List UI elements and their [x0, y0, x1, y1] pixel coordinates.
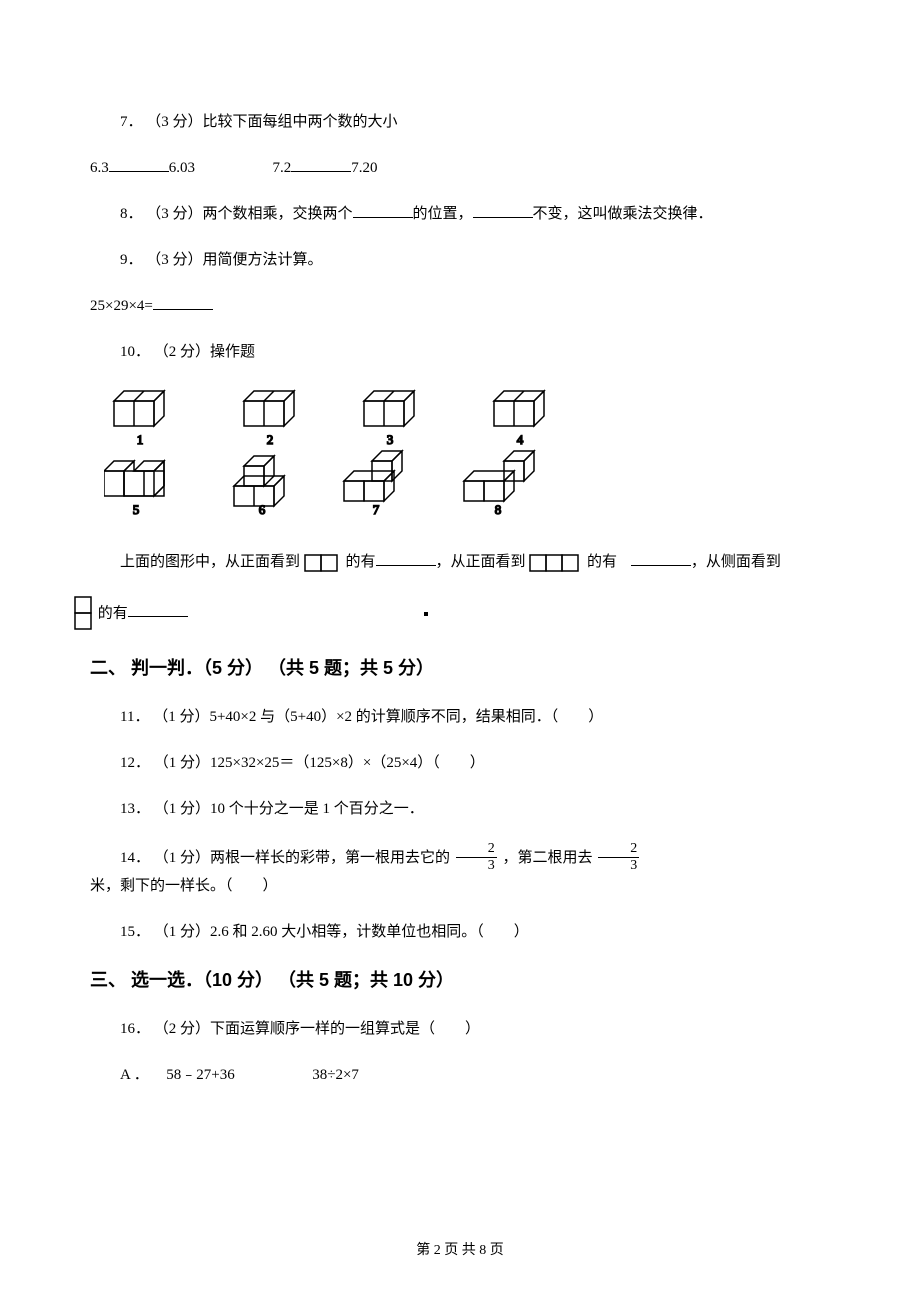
- front-view-3-icon: [529, 554, 583, 572]
- cube-figures-svg: 1 2 3: [104, 386, 624, 536]
- fig-label-7: 7: [373, 502, 380, 517]
- q9-expr: 25×29×4=: [90, 298, 153, 314]
- q15-text: 15． （1 分）2.6 和 2.60 大小相等，计数单位也相同。（ ）: [90, 920, 830, 944]
- q10-l1a: 上面的图形中，从正面看到: [120, 554, 300, 570]
- q16-optA-a: 58﹣27+36: [166, 1067, 234, 1083]
- fig-label-6: 6: [259, 502, 266, 517]
- q11-text: 11． （1 分）5+40×2 与（5+40）×2 的计算顺序不同，结果相同．（…: [90, 705, 830, 729]
- q9-expr-line: 25×29×4=: [90, 294, 830, 318]
- q14-text: 14． （1 分）两根一样长的彩带，第一根用去它的 23 ，第二根用去 23 米…: [90, 843, 830, 898]
- q9-text: 9． （3 分）用简便方法计算。: [90, 248, 830, 272]
- section-3-heading: 三、 选一选．（10 分） （共 5 题；共 10 分）: [90, 966, 830, 995]
- q7-text: 7． （3 分）比较下面每组中两个数的大小: [90, 110, 830, 134]
- q16-option-a: A ． 58﹣27+36 38÷2×7: [90, 1063, 830, 1087]
- side-view-2v-icon: [74, 596, 94, 632]
- q10-line2: 的有: [74, 596, 830, 632]
- blank: [153, 294, 213, 310]
- q14-mid2: 米，剩下的一样长。（ ）: [90, 878, 278, 894]
- q10-l1d: 的有: [587, 554, 617, 570]
- fig-label-4: 4: [517, 432, 524, 447]
- q14-mid1: ，第二根用去: [503, 850, 593, 866]
- blank: [376, 550, 436, 566]
- q10-l1b: 的有: [346, 554, 376, 570]
- q10-line1: 上面的图形中，从正面看到 的有 ，从正面看到 的有 ，从侧面看到: [90, 550, 830, 574]
- fraction-2-3: 23: [598, 842, 639, 873]
- q12-text: 12． （1 分）125×32×25＝（125×8）×（25×4）（ ）: [90, 751, 830, 775]
- q16-text: 16． （2 分）下面运算顺序一样的一组算式是（ ）: [90, 1017, 830, 1041]
- q10-l2a: 的有: [98, 605, 128, 621]
- q7-compare-line: 6.3 6.03 7.2 7.20: [90, 156, 830, 180]
- fig-label-2: 2: [267, 432, 274, 447]
- q7-num-a: 6.3: [90, 160, 109, 176]
- front-view-2-icon: [304, 554, 342, 572]
- fig-label-5: 5: [133, 502, 140, 517]
- q8-text: 8． （3 分）两个数相乘，交换两个 的位置， 不变，这叫做乘法交换律．: [90, 202, 830, 226]
- section-2-heading: 二、 判一判．（5 分） （共 5 题；共 5 分）: [90, 654, 830, 683]
- q16-optA-b: 38÷2×7: [312, 1067, 359, 1083]
- q7-num-c: 7.2: [273, 160, 292, 176]
- q8-suffix: 不变，这叫做乘法交换律．: [533, 206, 713, 222]
- q10-figures: 1 2 3: [104, 386, 830, 544]
- blank: [473, 202, 533, 218]
- q10-l1e: ，从侧面看到: [691, 554, 781, 570]
- q8-prefix: 8． （3 分）两个数相乘，交换两个: [120, 206, 353, 222]
- q14-prefix: 14． （1 分）两根一样长的彩带，第一根用去它的: [120, 850, 450, 866]
- fig-label-3: 3: [387, 432, 394, 447]
- cursor-icon: [424, 612, 428, 616]
- q16-optA-label: A ．: [120, 1067, 149, 1083]
- blank: [631, 550, 691, 566]
- q7-num-d: 7.20: [351, 160, 377, 176]
- blank: [353, 202, 413, 218]
- fig-label-8: 8: [495, 502, 502, 517]
- blank: [128, 601, 188, 617]
- q8-mid: 的位置，: [413, 206, 473, 222]
- blank: [109, 156, 169, 172]
- page-container: 7． （3 分）比较下面每组中两个数的大小 6.3 6.03 7.2 7.20 8．…: [0, 0, 920, 1302]
- page-footer: 第 2 页 共 8 页: [0, 1240, 920, 1262]
- q13-text: 13． （1 分）10 个十分之一是 1 个百分之一．: [90, 797, 830, 821]
- fraction-2-3: 23: [456, 842, 497, 873]
- q10-l1c: ，从正面看到: [436, 554, 526, 570]
- fig-label-1: 1: [137, 432, 144, 447]
- blank: [291, 156, 351, 172]
- q10-text: 10． （2 分）操作题: [90, 340, 830, 364]
- q7-num-b: 6.03: [169, 160, 195, 176]
